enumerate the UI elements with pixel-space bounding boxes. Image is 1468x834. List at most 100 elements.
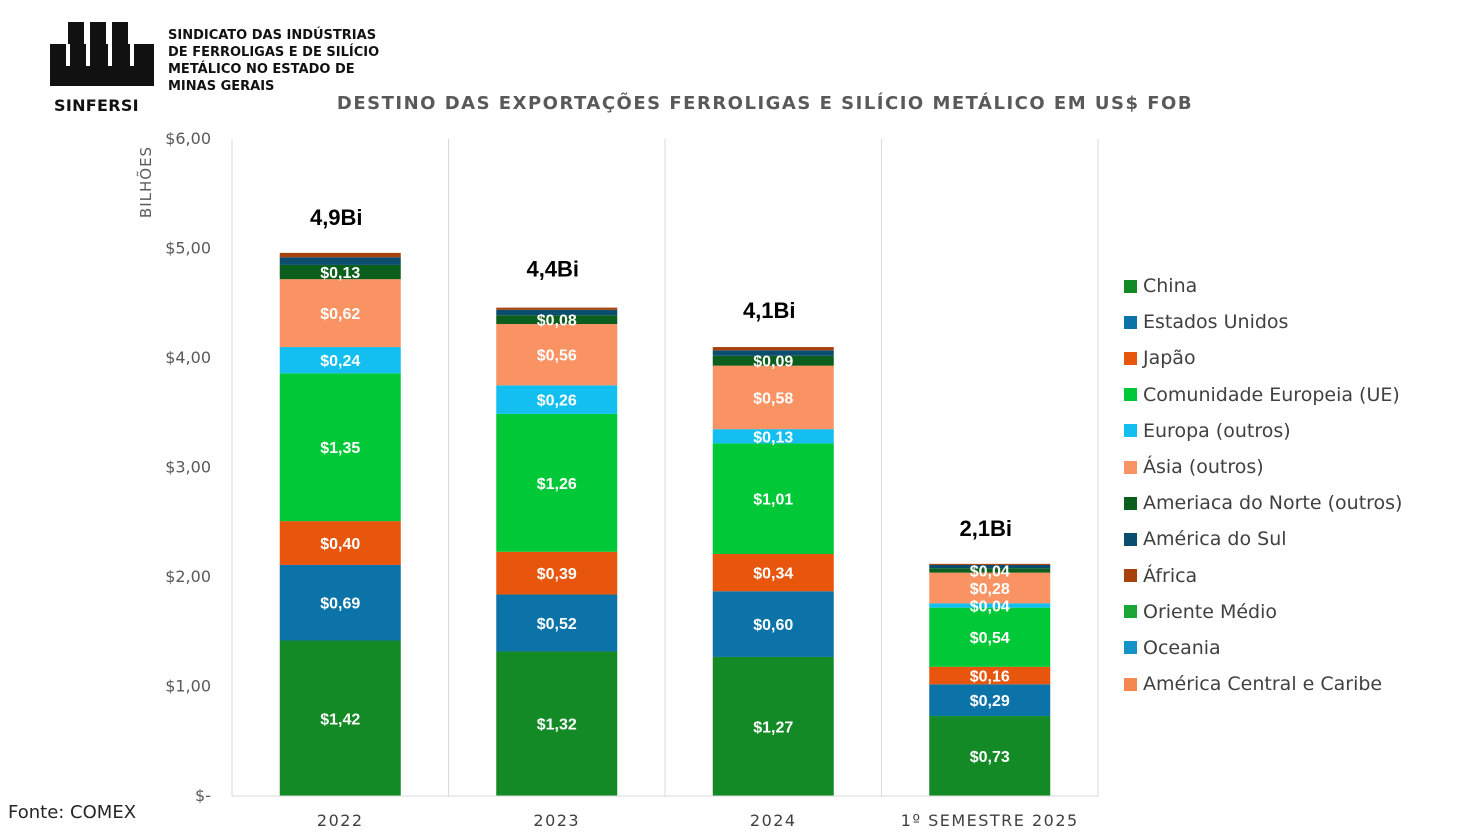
y-axis-label: BILHÕES <box>136 146 155 218</box>
bar-segment <box>929 607 1051 667</box>
legend-label: Estados Unidos <box>1143 311 1289 334</box>
legend-swatch <box>1124 605 1137 619</box>
legend-item: Ameriaca do Norte (outros) <box>1124 485 1402 521</box>
legend-label: África <box>1143 564 1198 587</box>
legend-item: América do Sul <box>1124 521 1402 557</box>
bar-segment <box>712 355 834 366</box>
data-label: $0,73 <box>970 749 1010 766</box>
data-label: $0,16 <box>970 669 1010 686</box>
legend-label: América do Sul <box>1143 528 1287 551</box>
bar-segment <box>496 309 618 316</box>
legend-swatch <box>1124 424 1137 438</box>
bar-segment <box>279 640 401 796</box>
legend-label: Oceania <box>1143 636 1221 659</box>
y-tick-label: $4,00 <box>165 348 211 367</box>
x-tick-label: 2023 <box>533 811 580 830</box>
bar-segment <box>279 257 401 265</box>
y-tick-label: $3,00 <box>165 458 211 477</box>
data-label: $1,01 <box>753 492 793 509</box>
bar-segment <box>712 365 834 430</box>
x-tick-label: 1º SEMESTRE 2025 <box>901 811 1079 830</box>
legend-swatch <box>1124 496 1137 510</box>
bar-segment <box>496 307 618 310</box>
data-label: $1,27 <box>753 719 793 736</box>
y-tick-label: $- <box>195 786 211 805</box>
legend-item: Comunidade Europeia (UE) <box>1124 377 1402 413</box>
bar-segment <box>929 568 1051 573</box>
legend-item: Oceania <box>1124 630 1402 666</box>
bar-segment <box>279 264 401 280</box>
legend-swatch <box>1124 388 1137 402</box>
legend-swatch <box>1124 460 1137 474</box>
data-label: $1,35 <box>320 440 360 457</box>
legend-label: Oriente Médio <box>1143 600 1278 623</box>
bar-segment <box>496 594 618 652</box>
legend-swatch <box>1124 641 1137 655</box>
data-label: $0,58 <box>753 390 793 407</box>
data-label: $0,09 <box>753 354 793 371</box>
data-label: $1,26 <box>537 476 577 493</box>
bar-segment <box>712 554 834 592</box>
legend-item: Europa (outros) <box>1124 413 1402 449</box>
data-label: $0,04 <box>970 598 1010 615</box>
legend-item: África <box>1124 558 1402 594</box>
legend-label: Japão <box>1143 347 1196 370</box>
legend-item: Ásia (outros) <box>1124 449 1402 485</box>
bar-segment <box>712 591 834 657</box>
data-label: $0,52 <box>537 616 577 633</box>
bar-segment <box>929 684 1051 717</box>
legend-item: América Central e Caribe <box>1124 666 1402 702</box>
axes-group: $- $1,00 $2,00 $3,00 $4,00 $5,00 $6,00 BILHÕES 2… <box>136 129 1098 830</box>
data-label: $0,39 <box>537 566 577 583</box>
bar-segment <box>279 564 401 641</box>
bar-segment <box>496 651 618 796</box>
bar-segment <box>929 563 1051 565</box>
x-tick-label: 2024 <box>750 811 797 830</box>
data-label: $0,60 <box>753 617 793 634</box>
bar-segment <box>929 564 1051 569</box>
total-label: 4,1Bi <box>743 298 796 323</box>
legend-item: China <box>1124 268 1402 304</box>
data-label: $0,34 <box>753 566 793 583</box>
bar-segment <box>929 666 1051 685</box>
bar-segment <box>496 413 618 552</box>
y-tick-label: $1,00 <box>165 677 211 696</box>
data-label: $0,56 <box>537 348 577 365</box>
legend-swatch <box>1124 569 1137 583</box>
chart-title: DESTINO DAS EXPORTAÇÕES FERROLIGAS E SIL… <box>336 93 1194 114</box>
legend-swatch <box>1124 315 1137 329</box>
bar-segment <box>279 521 401 565</box>
bar-segment <box>496 385 618 414</box>
legend-label: Ameriaca do Norte (outros) <box>1143 492 1403 515</box>
total-label: 4,4Bi <box>526 256 579 281</box>
legend-label: Europa (outros) <box>1143 419 1291 442</box>
data-label: $0,69 <box>320 596 360 613</box>
brand-name: SINFERSI <box>54 96 139 115</box>
legend-item: Estados Unidos <box>1124 304 1402 340</box>
legend-item: Japão <box>1124 340 1402 376</box>
data-label: $0,13 <box>753 429 793 446</box>
legend-label: China <box>1143 275 1198 298</box>
y-tick-label: $6,00 <box>165 129 211 148</box>
data-label: $1,42 <box>320 711 360 728</box>
data-label: $0,04 <box>970 563 1010 580</box>
bar-segment <box>929 603 1051 608</box>
bar-segment <box>712 429 834 444</box>
data-label: $0,08 <box>537 313 577 330</box>
legend-label: Comunidade Europeia (UE) <box>1143 383 1400 406</box>
legend-label: Ásia (outros) <box>1143 456 1264 479</box>
bar-segment <box>712 443 834 555</box>
total-label: 4,9Bi <box>310 205 363 230</box>
y-tick-label: $2,00 <box>165 567 211 586</box>
bar-segment <box>496 324 618 386</box>
grid-lines <box>231 139 1099 796</box>
data-label: $0,54 <box>970 630 1010 647</box>
organization-name: SINDICATO DAS INDÚSTRIAS DE FERROLIGAS E… <box>168 28 380 94</box>
x-tick-label: 2022 <box>317 811 364 830</box>
bar-segment <box>929 572 1051 604</box>
bar-segment <box>712 656 834 796</box>
data-label: $0,40 <box>320 536 360 553</box>
data-label: $0,26 <box>537 393 577 410</box>
total-label: 2,1Bi <box>959 516 1012 541</box>
